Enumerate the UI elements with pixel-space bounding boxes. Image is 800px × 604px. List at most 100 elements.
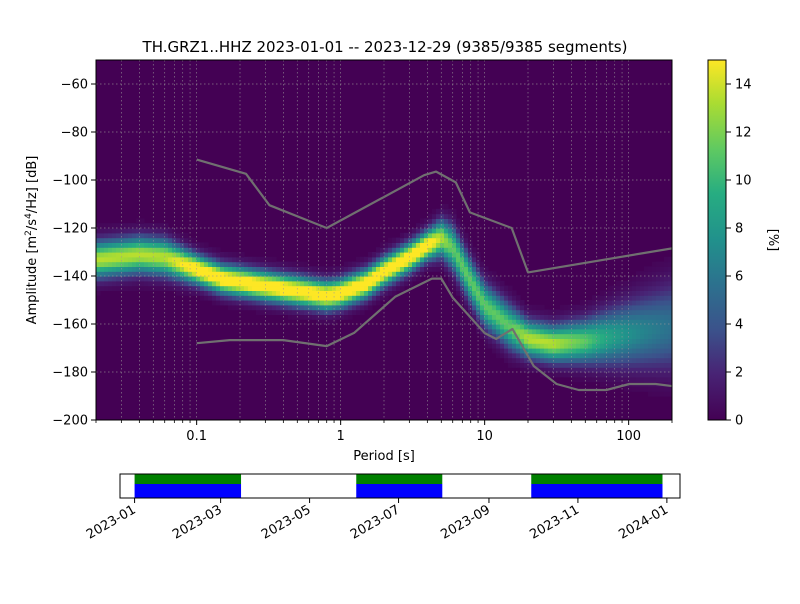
heatmap-cell [336, 309, 341, 315]
heatmap-cell [180, 232, 185, 239]
heatmap-cell [360, 290, 365, 296]
heatmap-cell [212, 271, 217, 277]
heatmap-cell [176, 237, 181, 243]
heatmap-cell [204, 256, 209, 263]
heatmap-cell [300, 304, 305, 311]
heatmap-cell [296, 276, 301, 282]
heatmap-cell [416, 247, 421, 253]
heatmap-cell [632, 372, 637, 378]
heatmap-cell [152, 228, 157, 234]
heatmap-cell [640, 372, 645, 378]
heatmap-cell [196, 266, 201, 272]
heatmap-cell [660, 328, 665, 335]
heatmap-cell [108, 280, 113, 287]
heatmap-cell [584, 319, 589, 325]
heatmap-cell [352, 261, 357, 267]
heatmap-cell [316, 295, 321, 301]
heatmap-cell [148, 237, 153, 243]
heatmap-cell [656, 362, 661, 368]
heatmap-cell [344, 300, 349, 306]
heatmap-cell [592, 348, 597, 354]
heatmap-cell [220, 276, 225, 282]
heatmap-cell [632, 367, 637, 373]
heatmap-cell [164, 276, 169, 282]
heatmap-cell [148, 271, 153, 277]
heatmap-cell [600, 343, 605, 349]
heatmap-cell [120, 285, 125, 291]
heatmap-cell [180, 290, 185, 296]
colorbar-tick-label: 4 [735, 318, 743, 333]
heatmap-cell [432, 223, 437, 229]
heatmap-cell [528, 343, 533, 349]
heatmap-cell [456, 266, 461, 272]
heatmap-cell [296, 285, 301, 291]
heatmap-cell [172, 256, 177, 263]
heatmap-cell [512, 300, 517, 306]
heatmap-cell [544, 367, 549, 373]
heatmap-cell [504, 309, 509, 315]
heatmap-cell [404, 261, 409, 267]
heatmap-cell [328, 314, 333, 320]
heatmap-cell [160, 232, 165, 239]
heatmap-cell [656, 391, 661, 397]
heatmap-cell [452, 228, 457, 234]
heatmap-cell [472, 252, 477, 258]
heatmap-cell [612, 290, 617, 296]
heatmap-cell [656, 261, 661, 267]
heatmap-cell [544, 352, 549, 359]
heatmap-cell [664, 280, 669, 287]
heatmap-cell [212, 261, 217, 267]
heatmap-cell [596, 304, 601, 311]
heatmap-cell [128, 237, 133, 243]
heatmap-cell [660, 386, 665, 392]
heatmap-cell [628, 333, 633, 339]
heatmap-cell [556, 319, 561, 325]
heatmap-cell [112, 242, 117, 248]
heatmap-cell [428, 213, 433, 219]
heatmap-cell [628, 367, 633, 373]
heatmap-cell [656, 280, 661, 287]
heatmap-cell [524, 357, 529, 363]
heatmap-cell [636, 372, 641, 378]
heatmap-cell [552, 348, 557, 354]
heatmap-cell [220, 295, 225, 301]
heatmap-cell [220, 280, 225, 287]
heatmap-cell [116, 271, 121, 277]
heatmap-cell [272, 300, 277, 306]
heatmap-cell [636, 343, 641, 349]
heatmap-cell [180, 280, 185, 287]
heatmap-cell [196, 256, 201, 263]
heatmap-cell [280, 261, 285, 267]
heatmap-cell [612, 333, 617, 339]
heatmap-cell [240, 280, 245, 287]
heatmap-cell [464, 285, 469, 291]
heatmap-cell [612, 300, 617, 306]
heatmap-cell [660, 280, 665, 287]
heatmap-cell [412, 266, 417, 272]
heatmap-cell [624, 372, 629, 378]
heatmap-cell [344, 314, 349, 320]
heatmap-cell [656, 300, 661, 306]
heatmap-cell [644, 386, 649, 392]
heatmap-cell [192, 237, 197, 243]
heatmap-cell [588, 338, 593, 344]
colorbar-tick-label: 8 [735, 222, 743, 237]
heatmap-cell [352, 290, 357, 296]
heatmap-cell [636, 328, 641, 335]
heatmap-cell [204, 295, 209, 301]
heatmap-cell [500, 324, 505, 330]
heatmap-cell [652, 324, 657, 330]
heatmap-cell [136, 237, 141, 243]
heatmap-cell [456, 252, 461, 258]
heatmap-cell [284, 304, 289, 311]
heatmap-cell [160, 276, 165, 282]
heatmap-cell [444, 271, 449, 277]
heatmap-cell [652, 386, 657, 392]
heatmap-cell [112, 276, 117, 282]
heatmap-cell [636, 348, 641, 354]
heatmap-cell [344, 285, 349, 291]
heatmap-cell [660, 319, 665, 325]
heatmap-cell [244, 271, 249, 277]
heatmap-cell [464, 266, 469, 272]
heatmap-cell [608, 324, 613, 330]
